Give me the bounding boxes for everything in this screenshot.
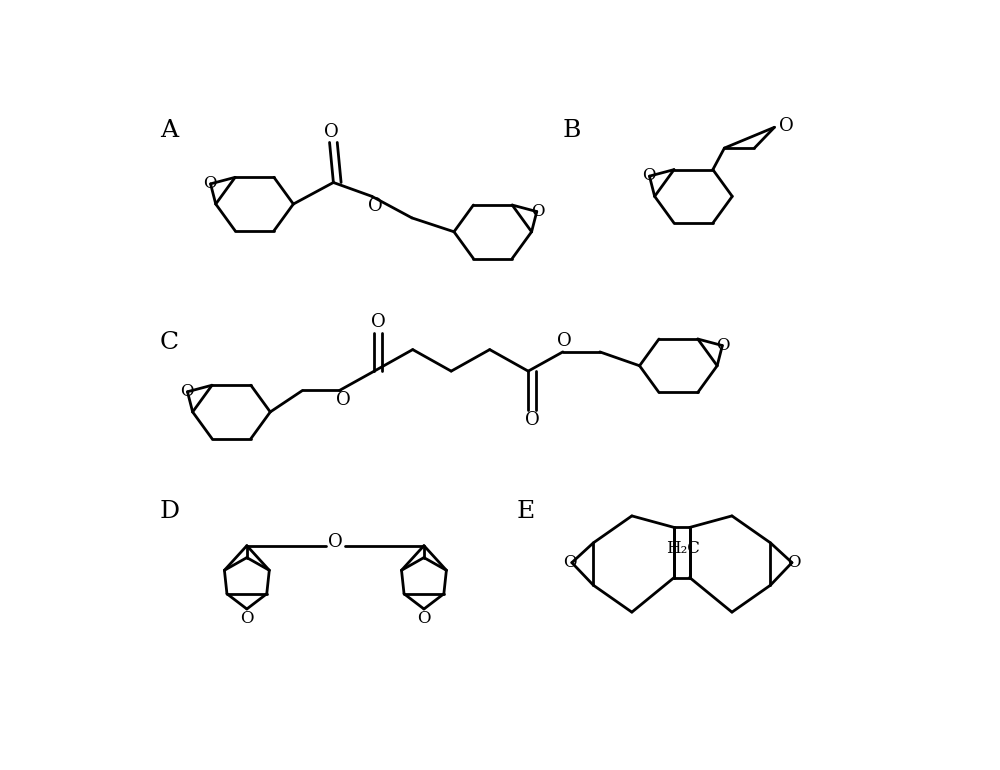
Text: O: O bbox=[336, 391, 351, 410]
Text: O: O bbox=[716, 336, 730, 353]
Text: O: O bbox=[642, 167, 656, 184]
Text: O: O bbox=[368, 196, 383, 215]
Text: O: O bbox=[324, 122, 338, 141]
Text: E: E bbox=[516, 500, 535, 524]
Text: O: O bbox=[787, 554, 800, 571]
Text: C: C bbox=[160, 331, 179, 354]
Text: O: O bbox=[180, 383, 194, 400]
Text: O: O bbox=[371, 313, 385, 331]
Text: B: B bbox=[563, 119, 581, 142]
Text: H₂C: H₂C bbox=[667, 540, 700, 557]
Text: O: O bbox=[525, 411, 539, 430]
Text: O: O bbox=[203, 175, 217, 192]
Text: O: O bbox=[531, 203, 544, 219]
Text: O: O bbox=[779, 117, 793, 135]
Text: O: O bbox=[564, 554, 577, 571]
Text: O: O bbox=[328, 533, 343, 551]
Text: O: O bbox=[417, 610, 431, 627]
Text: O: O bbox=[240, 610, 254, 627]
Text: O: O bbox=[557, 332, 572, 350]
Text: D: D bbox=[160, 500, 180, 524]
Text: A: A bbox=[160, 119, 178, 142]
